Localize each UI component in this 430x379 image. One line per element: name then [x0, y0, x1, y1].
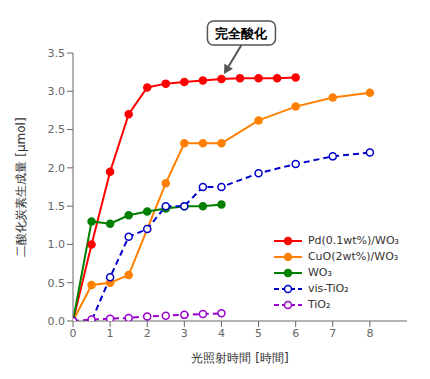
svg-text:7: 7 [329, 327, 336, 340]
svg-text:1.5: 1.5 [48, 200, 66, 213]
html-text:CuO(2wt%)/WO₃: CuO(2wt%)/WO₃ [307, 250, 399, 263]
svg-text:2.0: 2.0 [48, 162, 66, 175]
svg-text:6: 6 [292, 327, 299, 340]
svg-text:2: 2 [144, 327, 151, 340]
html-text:vis-TiO₂: vis-TiO₂ [307, 282, 349, 295]
html-text:Pd(0.1wt%)/WO₃: Pd(0.1wt%)/WO₃ [307, 234, 399, 247]
svg-text:3: 3 [181, 327, 188, 340]
svg-text:1.0: 1.0 [48, 238, 66, 251]
svg-text:2.5: 2.5 [48, 123, 66, 136]
svg-text:二酸化炭素生成量 [μmol]: 二酸化炭素生成量 [μmol] [14, 117, 28, 256]
svg-text:3.0: 3.0 [48, 85, 66, 98]
svg-text:8: 8 [366, 327, 373, 340]
svg-text:3.5: 3.5 [48, 47, 66, 60]
svg-text:5: 5 [255, 327, 262, 340]
html-text:WO₃: WO₃ [307, 266, 332, 279]
svg-text:4: 4 [218, 327, 225, 340]
svg-text:0.0: 0.0 [48, 315, 66, 328]
html-text:TiO₂: TiO₂ [307, 298, 331, 311]
svg-text:0: 0 [70, 327, 77, 340]
svg-text:1: 1 [107, 327, 114, 340]
svg-text:0.5: 0.5 [48, 277, 66, 290]
svg-text:光照射時間 [時間]: 光照射時間 [時間] [191, 351, 288, 365]
svg-text:完全酸化: 完全酸化 [215, 26, 268, 41]
